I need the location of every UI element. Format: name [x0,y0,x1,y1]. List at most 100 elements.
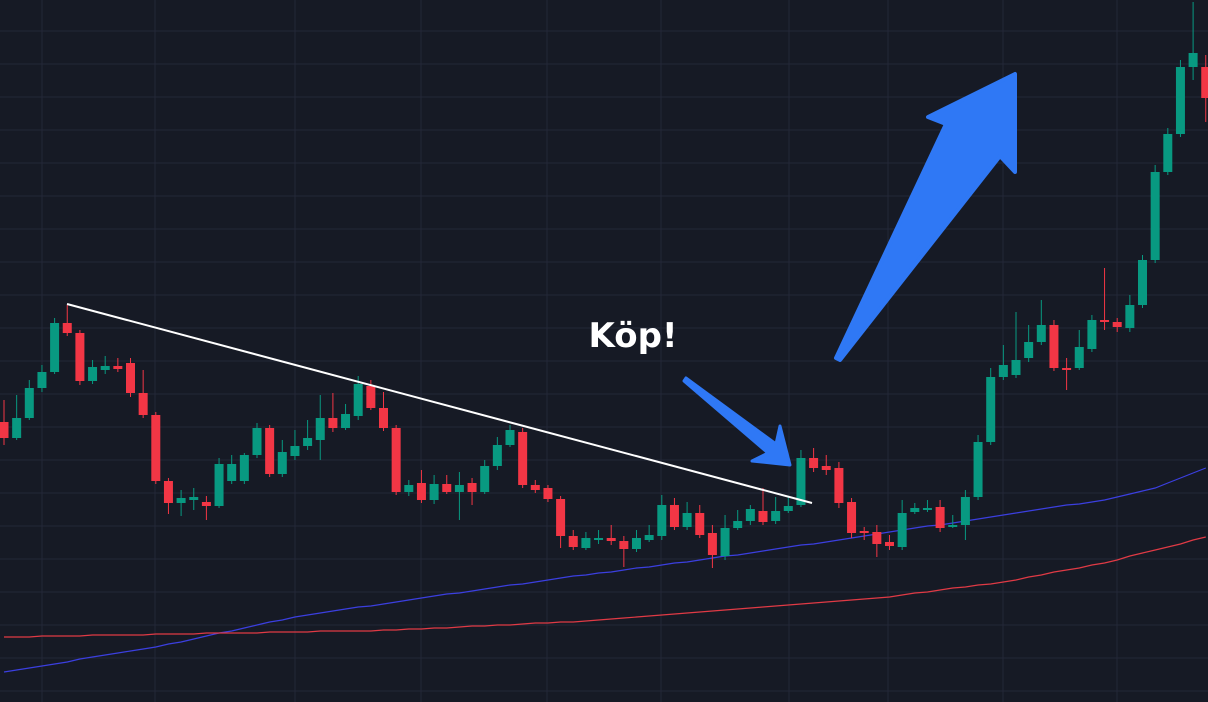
candle-body [619,541,629,549]
candle-body [151,415,161,481]
candle-body [594,538,604,540]
candle-body [37,372,47,388]
candle-body [1074,347,1084,368]
candle-body [998,365,1008,377]
candle-body [353,384,363,416]
candle-body [885,542,894,546]
candle-body [100,366,110,370]
candle-body [328,418,338,428]
candle-body [657,505,667,536]
candle-body [530,485,540,490]
candle-body [303,438,313,446]
candle-body [1138,260,1147,305]
candle-body [1125,305,1135,328]
candle-body [290,446,300,456]
candle-body [429,484,439,500]
candle-body [62,323,72,333]
candle-body [416,483,426,500]
candle-body [176,498,186,503]
candle-body [745,509,755,521]
candle-body [821,466,831,470]
candle-body [1087,320,1097,349]
candle-body [492,445,502,466]
candle-body [1024,342,1034,358]
candle-body [644,535,654,540]
candle-body [859,531,869,533]
candle-body [113,366,123,369]
candle-body [505,430,515,445]
candle-body [682,513,692,527]
candle-body [227,464,237,481]
candle-body [720,528,730,556]
candle-body [277,452,287,474]
trend-line [66,303,813,504]
candle-body [758,511,768,522]
candle-body [50,323,60,372]
candle-body [404,485,414,492]
candle-body [24,388,34,418]
candle-body [163,481,173,503]
candle-body [1100,320,1110,322]
candle-body [606,538,616,541]
candle-body [454,485,464,492]
candle-body [1049,325,1059,368]
candle-body [910,508,920,512]
candle-body [1062,368,1072,370]
candle-body [1036,325,1046,342]
candle-body [568,536,578,547]
candle-body [189,497,199,500]
candle-body [1175,67,1185,134]
candle-body [341,414,351,428]
candle-body [126,363,135,393]
candle-body [1150,172,1160,260]
annotation: Köp! [589,316,678,356]
candle-body [847,502,857,533]
candle-body [973,442,983,497]
candle-body [252,428,262,455]
candle-body [897,513,907,547]
up-arrow [834,72,1017,362]
candle-body [12,418,22,438]
candle-body [379,408,388,428]
buy-arrow [682,376,792,467]
candle-body [960,497,970,525]
candle-body [1163,134,1173,172]
candle-body [88,367,98,381]
candle-body [669,505,679,527]
candle-body [1011,360,1021,375]
candle-body [480,466,490,492]
plot [0,2,1208,673]
candle-body [948,525,958,527]
candle-body [935,507,945,528]
candle-body [0,422,9,438]
candle-body [315,418,325,440]
candle-body [581,538,591,548]
candle-body [771,511,781,521]
candle-body [1188,53,1198,67]
candle-body [543,488,553,499]
candle-body [922,508,932,510]
candle-body [783,506,793,511]
candle-body [214,464,224,506]
candle-body [138,393,148,415]
candle-body [556,499,566,536]
candle-body [75,333,85,381]
candle-body [366,386,376,408]
candle-body [872,532,882,544]
candle-body [265,428,275,474]
candle-body [632,538,641,549]
candle-body [201,502,211,506]
candle-body [239,455,249,481]
candle-body [467,483,477,492]
candle-body [809,458,819,468]
candle-body [796,458,806,505]
moving-average [4,536,1206,638]
candle-body [1201,67,1208,98]
candle-body [695,513,705,535]
moving-average [3,467,1207,673]
candle-body [733,521,743,528]
candle-body [518,432,528,485]
candle-body [707,533,717,555]
